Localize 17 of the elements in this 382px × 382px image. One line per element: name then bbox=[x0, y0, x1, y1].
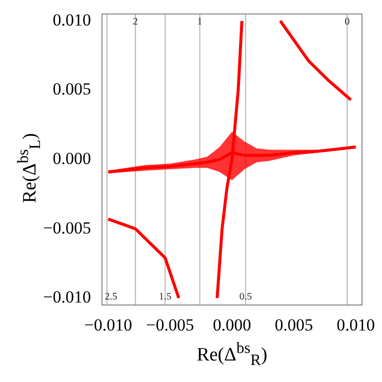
series-label: 0.5 bbox=[239, 292, 252, 303]
y-tick-label: −0.005 bbox=[43, 218, 91, 238]
x-tick-label: 0.000 bbox=[212, 316, 252, 335]
y-tick-label: 0.010 bbox=[52, 10, 91, 30]
series-label: 2 bbox=[132, 16, 138, 28]
x-axis-title: Re(Δ$^{bs}$$_{R}$) bbox=[196, 340, 268, 370]
y-tick-label: 0.005 bbox=[52, 80, 91, 99]
y-tick-label: −0.010 bbox=[43, 288, 91, 307]
x-tick-label: 0.010 bbox=[336, 316, 375, 335]
series-label: 2.5 bbox=[104, 292, 118, 303]
series-label: 0 bbox=[344, 16, 350, 28]
series-label: 1 bbox=[197, 16, 202, 28]
x-tick-label: 0.005 bbox=[274, 316, 314, 335]
x-tick-label: −0.010 bbox=[84, 316, 132, 335]
x-tick-label: −0.005 bbox=[146, 316, 194, 335]
y-tick-label: 0.000 bbox=[52, 148, 91, 168]
series-label: 1.5 bbox=[158, 292, 172, 303]
